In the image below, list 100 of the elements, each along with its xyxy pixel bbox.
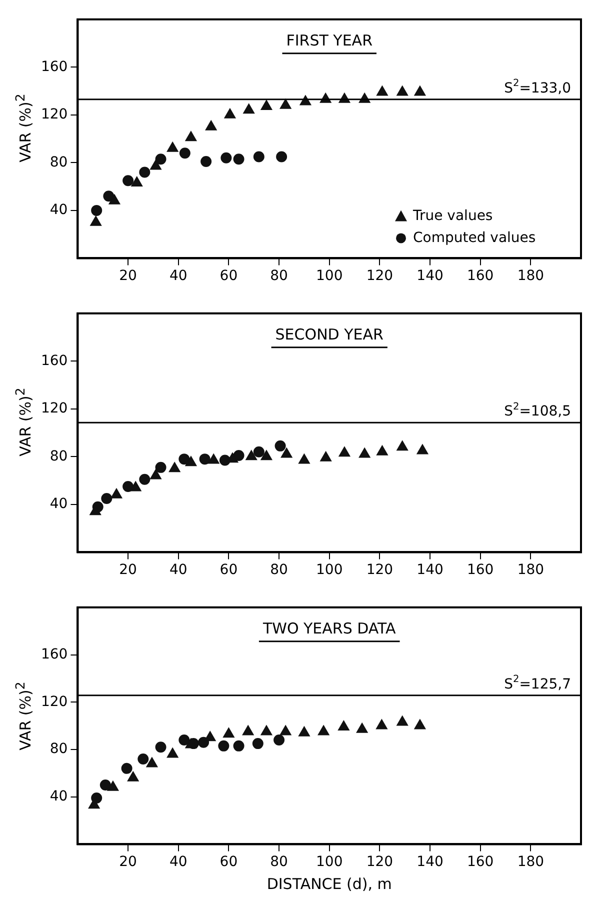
x-tick-label: 60 (220, 854, 238, 870)
x-tick-label: 100 (316, 268, 343, 284)
point (280, 448, 292, 458)
x-tick-label: 140 (416, 854, 444, 870)
point (178, 454, 190, 465)
x-tick-label: 60 (220, 562, 238, 578)
y-tick-label: 160 (40, 58, 68, 75)
point (233, 740, 244, 752)
point (233, 450, 244, 461)
point (121, 762, 132, 774)
y-tick-label: 80 (50, 741, 68, 758)
x-tick-label: 20 (119, 268, 137, 284)
point (246, 450, 258, 460)
point (356, 722, 368, 733)
legend-label: Computed values (413, 230, 536, 246)
point (280, 98, 292, 109)
point (122, 175, 134, 186)
x-axis-title: DISTANCE (d), m (266, 874, 392, 893)
point (138, 753, 149, 764)
point (101, 492, 112, 504)
point (223, 728, 234, 738)
point (260, 450, 272, 460)
point (166, 748, 178, 758)
point (396, 716, 408, 726)
point (199, 454, 210, 465)
point (178, 734, 190, 746)
x-tick-label: 60 (220, 268, 238, 284)
point (233, 154, 244, 165)
point (376, 719, 388, 730)
point (208, 454, 220, 464)
point (396, 86, 408, 96)
text: SECOND YEAR (275, 325, 384, 344)
point (414, 86, 426, 96)
point (376, 445, 388, 456)
point (185, 456, 197, 466)
point (253, 446, 264, 458)
point (253, 151, 264, 162)
point (220, 152, 232, 164)
point (358, 448, 370, 458)
point (185, 738, 197, 748)
point (416, 444, 428, 454)
x-tick-label: 180 (517, 268, 544, 284)
x-tick-label: 120 (366, 268, 394, 284)
point (155, 154, 166, 165)
point (260, 725, 272, 736)
point (122, 481, 134, 492)
x-tick-label: 160 (466, 268, 494, 284)
x-tick-label: 40 (169, 268, 188, 284)
point (155, 462, 166, 473)
text: TWO YEARS DATA (262, 619, 397, 638)
point (276, 151, 288, 162)
y-tick-label: 120 (40, 106, 68, 123)
y-tick-label: 160 (40, 352, 68, 369)
x-tick-label: 180 (517, 562, 544, 578)
point (252, 738, 264, 750)
y-tick-label: 40 (50, 202, 68, 218)
point (100, 780, 111, 790)
point (260, 100, 272, 110)
x-tick-label: 180 (517, 854, 544, 870)
y-tick-label: 120 (40, 400, 68, 417)
point (274, 440, 286, 452)
point (243, 104, 255, 114)
point (150, 469, 162, 480)
x-tick-label: 20 (119, 854, 137, 870)
x-tick-label: 140 (416, 562, 444, 578)
x-tick-label: 80 (270, 854, 288, 870)
y-tick-label: 40 (50, 788, 68, 804)
point (338, 720, 350, 730)
point (320, 451, 332, 462)
x-tick-label: 40 (169, 854, 188, 870)
point (338, 446, 350, 457)
point (130, 481, 142, 492)
y-tick-label: 40 (50, 496, 68, 512)
legend-label: True values (412, 208, 493, 224)
point (155, 742, 166, 753)
point (91, 204, 102, 216)
point (179, 148, 190, 159)
point (200, 156, 212, 167)
y-tick-label: 80 (50, 154, 68, 170)
point (185, 131, 197, 142)
x-tick-label: 120 (366, 562, 394, 578)
point (396, 440, 408, 451)
point (218, 740, 230, 752)
x-tick-label: 20 (119, 562, 137, 578)
point (127, 771, 139, 782)
point (166, 142, 178, 152)
x-tick-label: 80 (270, 562, 288, 578)
y-tick-label: 80 (50, 448, 68, 464)
y-tick-label: 120 (40, 694, 68, 710)
point (139, 474, 150, 485)
x-tick-label: 120 (366, 854, 394, 870)
point (274, 734, 285, 746)
point (103, 190, 114, 202)
point (376, 86, 388, 96)
point (146, 757, 158, 768)
point (242, 725, 254, 736)
point (107, 780, 119, 791)
x-tick-label: 160 (466, 854, 494, 870)
point (318, 725, 330, 736)
point (198, 736, 210, 748)
